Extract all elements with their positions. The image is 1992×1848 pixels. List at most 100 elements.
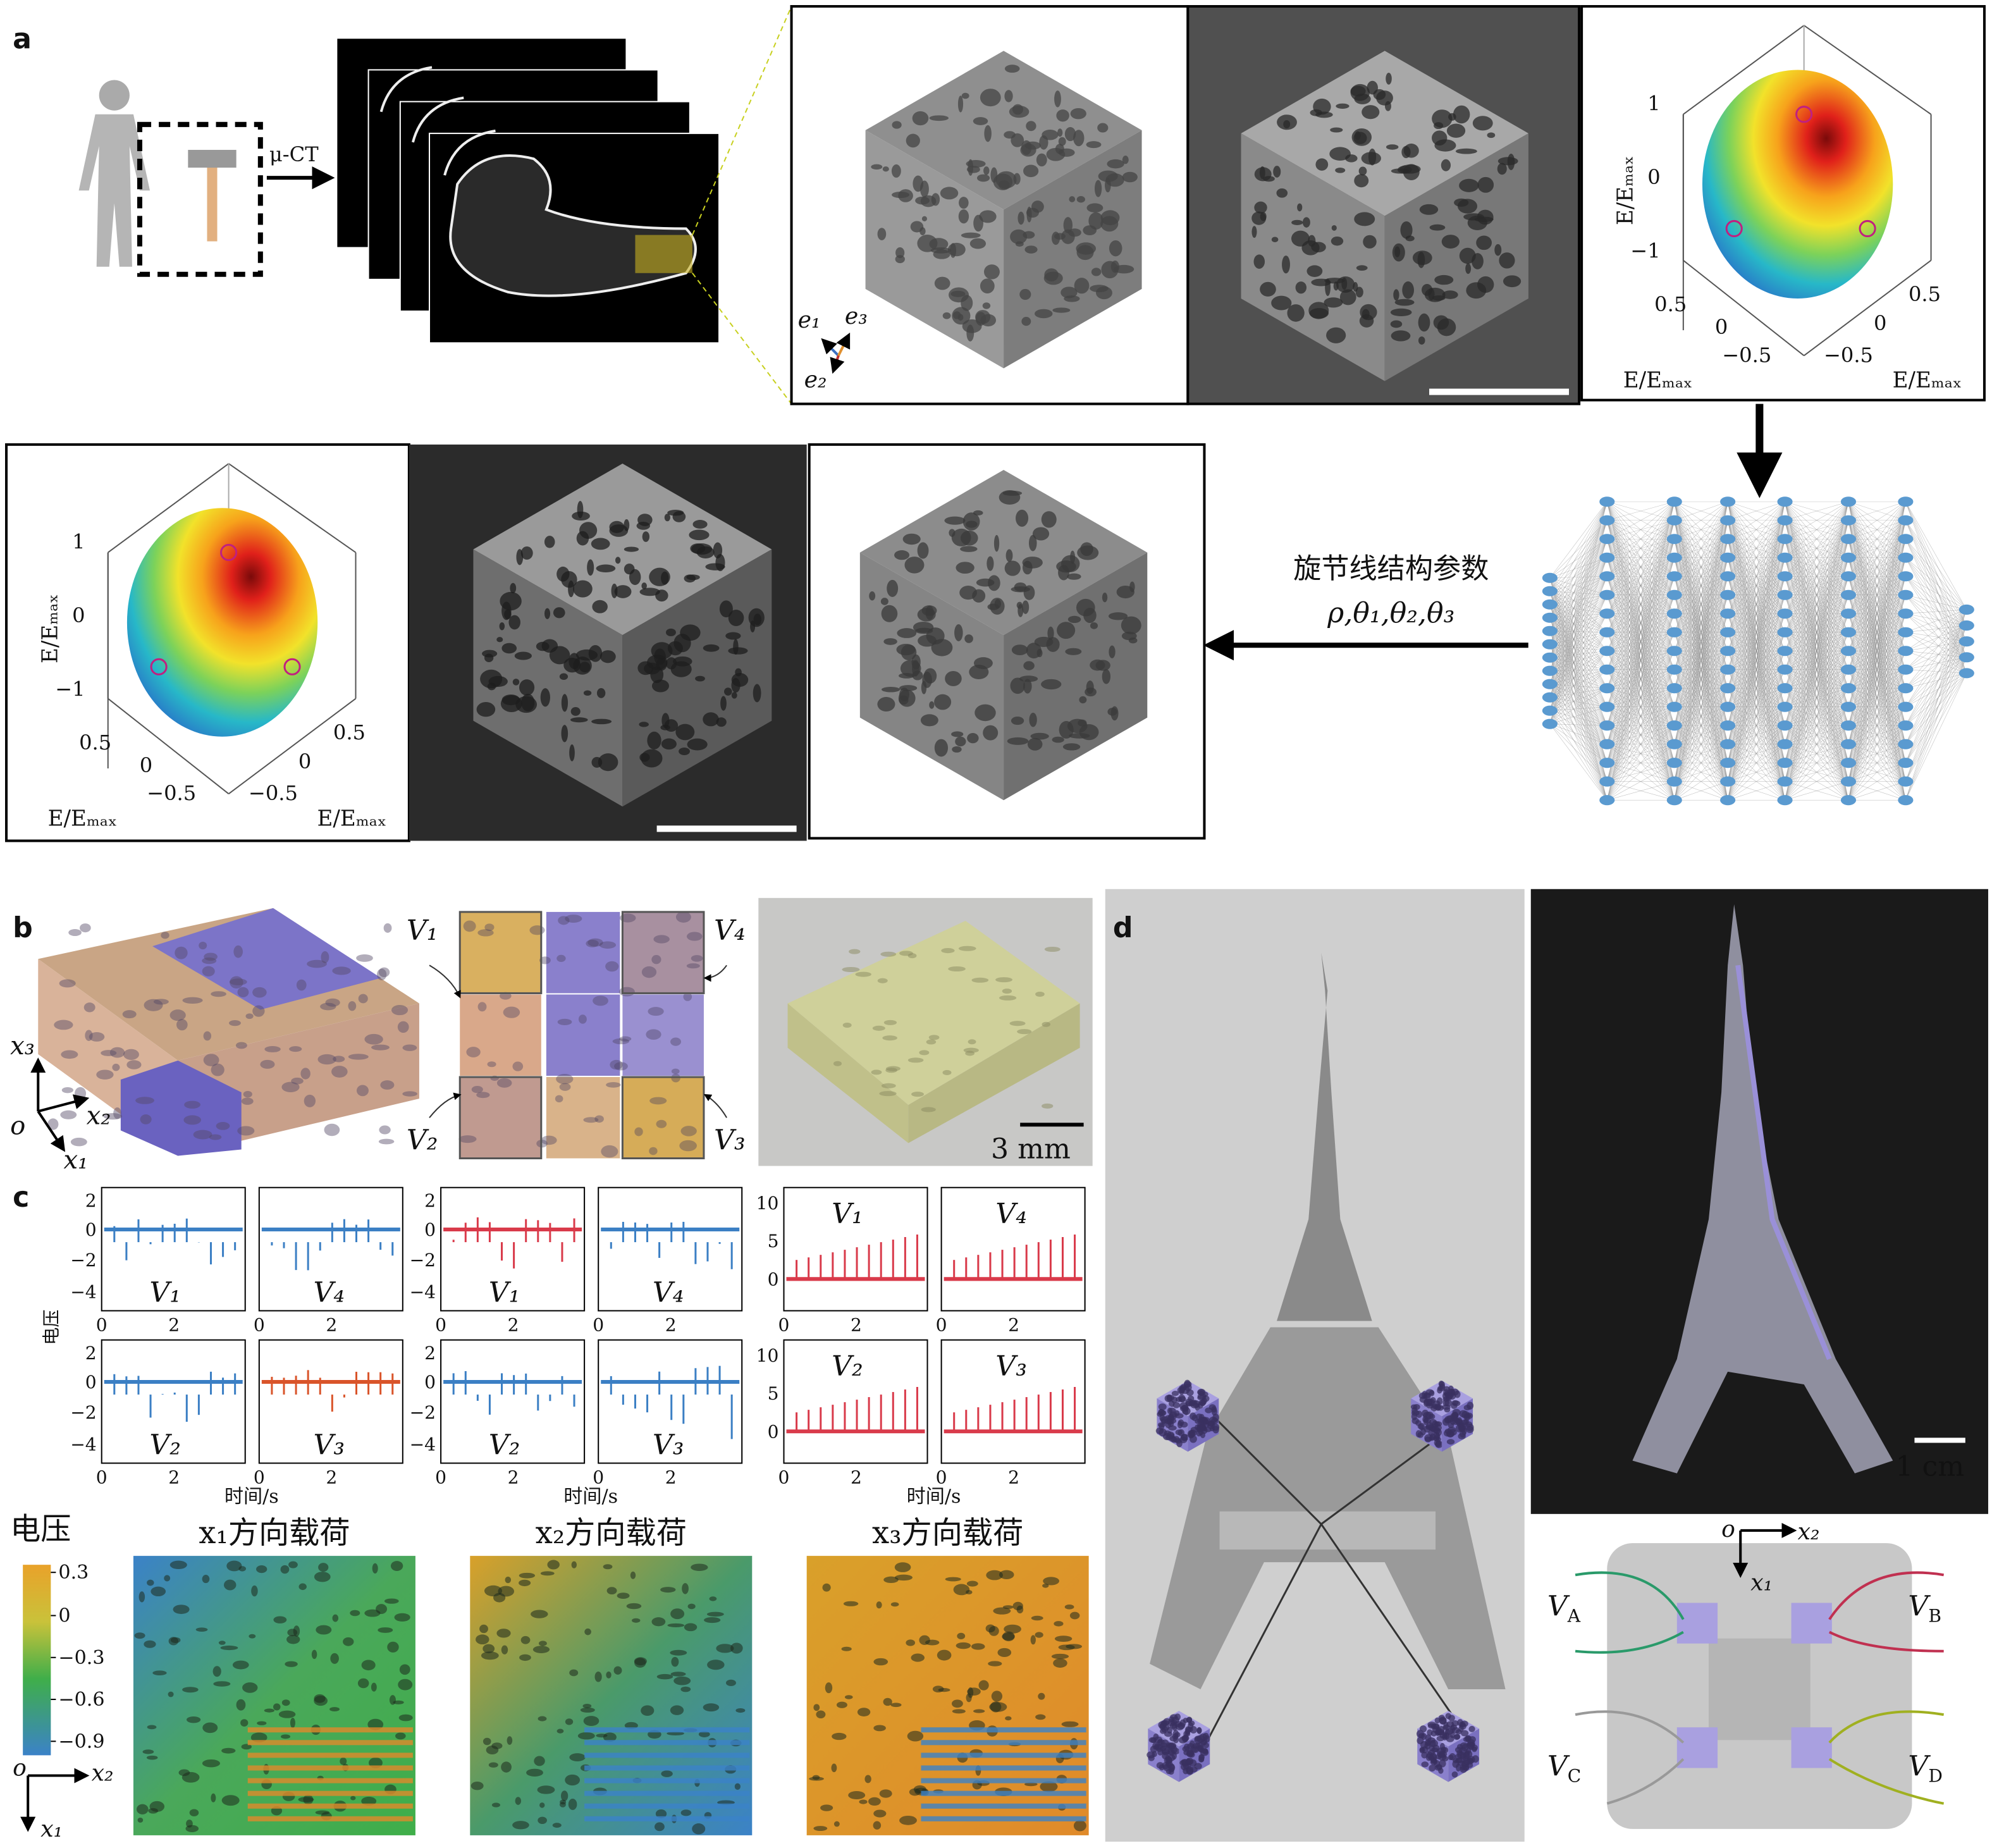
edge	[1905, 576, 1967, 642]
volume-main: V	[1547, 1751, 1570, 1783]
neuron	[1542, 718, 1558, 729]
pore	[899, 687, 909, 702]
neuron	[1666, 608, 1682, 619]
pore	[813, 1826, 828, 1832]
edge	[1848, 688, 1906, 801]
pore	[961, 232, 981, 238]
lamella	[584, 1778, 750, 1783]
pore	[151, 1586, 166, 1597]
pore	[881, 605, 898, 622]
pore	[1191, 1746, 1199, 1753]
pore	[484, 923, 495, 932]
edge	[1549, 669, 1608, 711]
edge	[1549, 502, 1608, 605]
pore	[1425, 1734, 1432, 1742]
region-v4	[152, 908, 381, 1010]
pore	[1354, 174, 1369, 188]
pore	[1419, 1747, 1425, 1753]
pore	[1194, 1735, 1202, 1742]
neuron	[1777, 608, 1793, 619]
pore	[963, 1047, 979, 1053]
pore	[911, 1092, 924, 1097]
pore	[507, 1736, 513, 1745]
pore	[1032, 527, 1050, 541]
label: o	[1721, 1515, 1735, 1543]
pore	[515, 1797, 522, 1805]
label: 2	[168, 1315, 180, 1336]
edge	[1549, 576, 1608, 658]
label: E/Eₘₐₓ	[1893, 368, 1962, 393]
edge	[1549, 724, 1608, 744]
pore	[264, 1708, 275, 1713]
pore	[161, 932, 169, 939]
wire	[1828, 1758, 1945, 1805]
pore	[969, 665, 989, 680]
pore	[869, 591, 876, 601]
lamella	[584, 1753, 750, 1758]
pore	[1202, 1391, 1208, 1397]
pore	[715, 553, 725, 572]
pore	[982, 302, 991, 309]
pore	[883, 1697, 892, 1706]
pore	[957, 1632, 966, 1640]
cube-face	[1241, 51, 1528, 216]
edge	[1607, 744, 1675, 801]
label: 时间/s	[907, 1486, 961, 1508]
pore	[123, 1049, 139, 1060]
wire	[1575, 1630, 1684, 1654]
pore	[136, 1804, 149, 1814]
edge	[1905, 625, 1967, 782]
pore	[516, 549, 524, 565]
pore	[491, 1802, 501, 1808]
label: 0	[1874, 311, 1886, 335]
label: 2	[424, 1343, 436, 1364]
pore	[1359, 314, 1374, 328]
pore	[135, 1097, 154, 1104]
edge	[1549, 520, 1608, 711]
edge	[1674, 502, 1728, 726]
pore	[1451, 1388, 1459, 1396]
edge	[1549, 670, 1608, 744]
edge	[1549, 594, 1608, 644]
pore	[1459, 178, 1479, 192]
pore	[501, 694, 520, 706]
pore	[148, 1808, 158, 1814]
pore	[664, 514, 670, 522]
pore	[934, 739, 949, 757]
pore	[934, 276, 950, 290]
pore	[1061, 1721, 1079, 1727]
pore	[991, 1691, 1003, 1702]
edge	[1549, 557, 1608, 711]
pore	[750, 620, 756, 632]
cube-face	[1241, 133, 1385, 381]
pore	[1069, 1611, 1080, 1620]
pore	[538, 1716, 547, 1722]
label: V₁	[407, 915, 438, 947]
modulus-surface	[126, 508, 318, 737]
pore	[1476, 235, 1492, 250]
pore	[680, 1809, 692, 1816]
pore	[496, 1078, 512, 1088]
pore	[397, 1021, 409, 1033]
pore	[1169, 1735, 1177, 1742]
pore	[1211, 1417, 1219, 1424]
pore	[639, 588, 660, 596]
pore	[1095, 660, 1110, 671]
pore	[993, 1607, 1011, 1615]
pore	[1011, 586, 1030, 593]
edge	[1549, 687, 1608, 724]
pore	[898, 189, 913, 202]
pore	[1295, 281, 1307, 294]
edge	[1905, 520, 1967, 642]
edge	[1785, 502, 1849, 726]
pore	[1457, 199, 1478, 214]
pore	[890, 1602, 899, 1607]
pore	[988, 575, 1000, 591]
pore	[956, 1642, 971, 1649]
edge	[1905, 520, 1967, 626]
edge	[1607, 539, 1675, 801]
pore	[728, 610, 744, 627]
pore	[1052, 307, 1071, 313]
pore	[1056, 109, 1069, 122]
pore	[182, 1687, 199, 1693]
